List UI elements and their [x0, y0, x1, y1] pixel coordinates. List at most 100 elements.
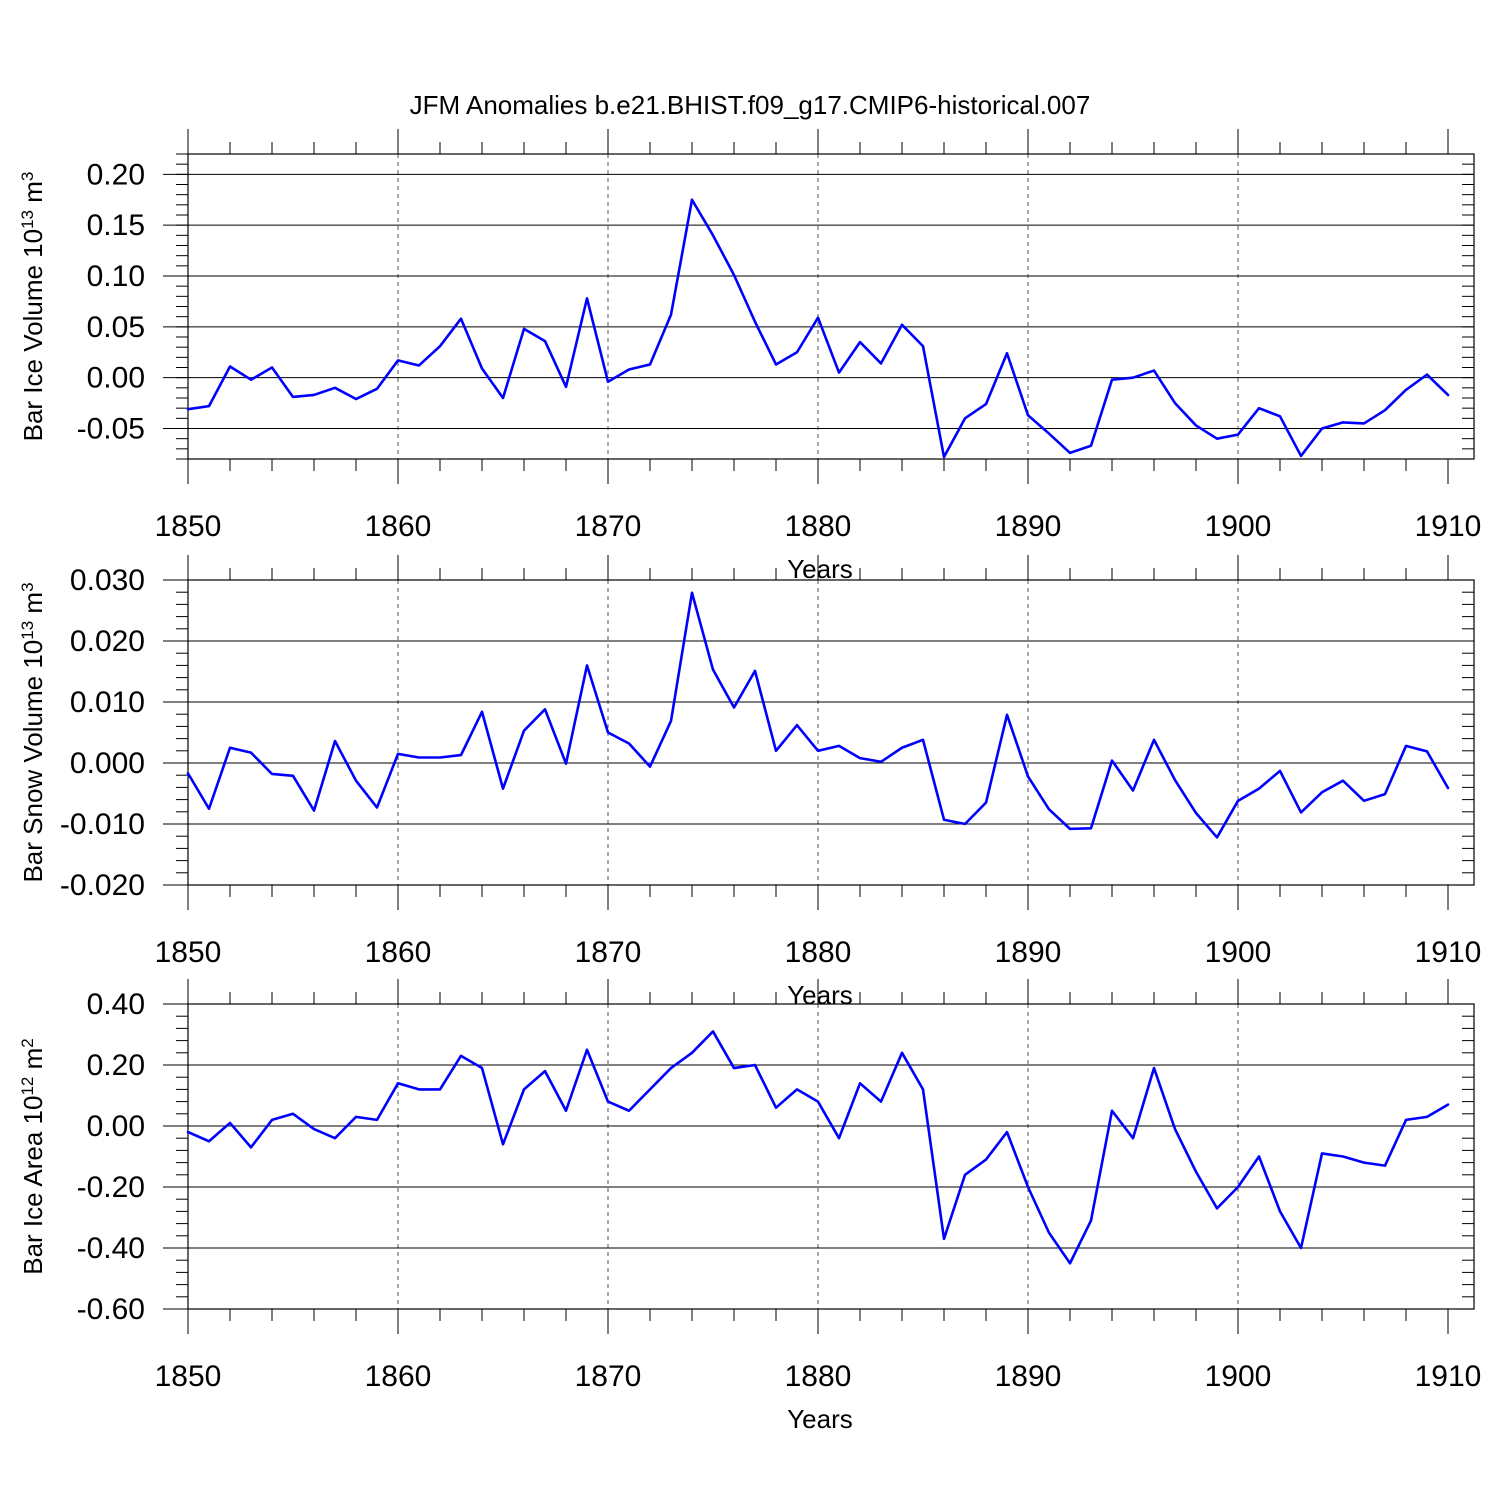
x-tick-label: 1870 — [575, 1360, 642, 1393]
data-point — [1321, 1152, 1323, 1154]
data-point — [1069, 1262, 1071, 1264]
data-point — [565, 762, 567, 764]
data-point — [397, 753, 399, 755]
y-label-superscript: 13 — [18, 210, 37, 229]
x-tick-label: 1900 — [1205, 936, 1272, 969]
data-point — [229, 747, 231, 749]
data-point — [1321, 791, 1323, 793]
data-point — [523, 729, 525, 731]
data-point — [1405, 1119, 1407, 1121]
y-tick-label: -0.010 — [60, 808, 145, 841]
x-tick-label: 1910 — [1415, 510, 1482, 543]
x-tick-label: 1880 — [785, 1360, 852, 1393]
y-tick-label: 0.20 — [87, 158, 145, 191]
data-point — [733, 274, 735, 276]
data-point — [964, 823, 966, 825]
x-tick-label: 1900 — [1205, 510, 1272, 543]
data-point — [985, 403, 987, 405]
y-tick-label: 0.00 — [87, 362, 145, 395]
data-line — [186, 198, 1450, 459]
panel-1: 0.20 0.15 0.10 0.05 0.00 -0.05 1850 1860 1870 188… — [18, 129, 1482, 584]
data-point — [292, 775, 294, 777]
data-point — [817, 750, 819, 752]
data-point — [628, 1110, 630, 1112]
data-point — [1195, 424, 1197, 426]
y-tick-label: -0.05 — [77, 413, 145, 446]
data-point — [544, 1070, 546, 1072]
data-point — [1258, 1155, 1260, 1157]
y-label-text: m — [18, 181, 48, 210]
x-tick-label: 1860 — [365, 1360, 432, 1393]
y-label-superscript: 3 — [18, 582, 37, 591]
data-point — [418, 364, 420, 366]
data-point — [544, 708, 546, 710]
data-point — [502, 787, 504, 789]
data-point — [754, 670, 756, 672]
data-point — [838, 371, 840, 373]
y-label-superscript: 12 — [18, 1077, 37, 1096]
y-axis-label: Bar Ice Volume 1013 m3 — [18, 172, 49, 442]
data-point — [880, 761, 882, 763]
data-point — [1132, 1137, 1134, 1139]
data-point — [1048, 808, 1050, 810]
data-point — [1237, 800, 1239, 802]
data-point — [1111, 1110, 1113, 1112]
data-point — [1300, 1247, 1302, 1249]
x-tick-label: 1880 — [785, 936, 852, 969]
data-point — [1216, 437, 1218, 439]
data-point — [586, 297, 588, 299]
data-point — [1426, 750, 1428, 752]
data-point — [712, 1030, 714, 1032]
y-tick-label: -0.020 — [60, 869, 145, 902]
data-point — [1363, 800, 1365, 802]
data-point — [1048, 432, 1050, 434]
x-tick-label: 1870 — [575, 936, 642, 969]
data-point — [1426, 1116, 1428, 1118]
data-point — [649, 1088, 651, 1090]
data-point — [460, 1055, 462, 1057]
data-line — [186, 591, 1450, 839]
data-point — [670, 1067, 672, 1069]
data-point — [1258, 407, 1260, 409]
y-tick-label: 0.000 — [70, 747, 145, 780]
data-point — [607, 1100, 609, 1102]
data-point — [985, 1158, 987, 1160]
data-point — [1426, 373, 1428, 375]
data-point — [1111, 379, 1113, 381]
y-tick-label: 0.010 — [70, 686, 145, 719]
data-point — [1027, 414, 1029, 416]
data-point — [376, 388, 378, 390]
data-point — [691, 1052, 693, 1054]
y-tick-label: 0.05 — [87, 311, 145, 344]
y-tick-label: -0.20 — [77, 1171, 145, 1204]
data-point — [964, 417, 966, 419]
data-point — [334, 740, 336, 742]
y-tick-label: 0.10 — [87, 260, 145, 293]
data-point — [922, 345, 924, 347]
x-axis-label: Years — [787, 1404, 853, 1434]
data-point — [418, 756, 420, 758]
data-point — [1321, 427, 1323, 429]
data-point — [187, 1131, 189, 1133]
data-point — [1342, 421, 1344, 423]
x-tick-label: 1860 — [365, 936, 432, 969]
y-tick-label: 0.030 — [70, 564, 145, 597]
data-point — [1048, 1232, 1050, 1234]
data-point — [1279, 770, 1281, 772]
data-point — [439, 756, 441, 758]
data-point — [649, 363, 651, 365]
data-point — [271, 1119, 273, 1121]
data-point — [670, 720, 672, 722]
data-point — [208, 1140, 210, 1142]
data-point — [313, 1128, 315, 1130]
data-point — [250, 1146, 252, 1148]
data-point — [1090, 827, 1092, 829]
data-point — [880, 1100, 882, 1102]
data-point — [1153, 369, 1155, 371]
figure-title: JFM Anomalies b.e21.BHIST.f09_g17.CMIP6-… — [410, 90, 1091, 120]
data-point — [1237, 1186, 1239, 1188]
data-point — [1006, 1131, 1008, 1133]
data-point — [754, 1064, 756, 1066]
data-point — [187, 408, 189, 410]
data-point — [733, 1067, 735, 1069]
